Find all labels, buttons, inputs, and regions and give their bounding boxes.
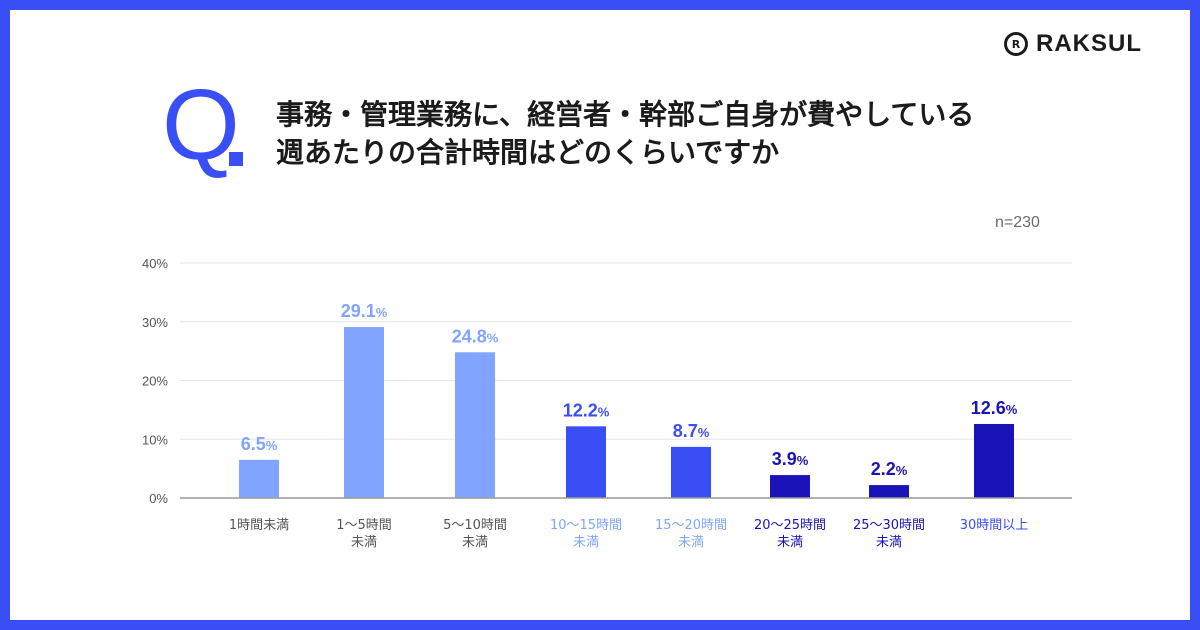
- y-tick-label: 30%: [142, 315, 168, 330]
- y-tick-label: 0%: [149, 491, 168, 506]
- y-tick-label: 20%: [142, 374, 168, 389]
- data-label: 29.1%: [341, 301, 388, 321]
- x-tick-label: 10〜15時間未満: [550, 518, 622, 550]
- x-tick-label: 1時間未満: [229, 518, 289, 533]
- data-label: 8.7%: [673, 421, 710, 441]
- question-line-1: 事務・管理業務に、経営者・幹部ご自身が費やしている: [276, 98, 975, 131]
- x-tick-label: 15〜20時間未満: [655, 518, 727, 550]
- x-tick-label: 30時間以上: [960, 518, 1029, 533]
- bar: [344, 327, 384, 498]
- y-tick-label: 40%: [142, 256, 168, 271]
- data-label: 12.2%: [563, 400, 610, 420]
- x-tick-label: 25〜30時間未満: [853, 518, 925, 550]
- question-title: 事務・管理業務に、経営者・幹部ご自身が費やしている 週あたりの合計時間はどのくら…: [276, 96, 974, 172]
- x-tick-label: 20〜25時間未満: [754, 518, 826, 550]
- bar: [974, 423, 1014, 498]
- bar: [566, 426, 606, 498]
- bar: [770, 475, 810, 498]
- brand-logo: R RAKSUL: [1004, 30, 1142, 58]
- data-label: 3.9%: [772, 449, 809, 469]
- data-label: 2.2%: [871, 459, 908, 479]
- bar: [455, 352, 495, 498]
- card: [10, 10, 1190, 620]
- x-tick-label: 5〜10時間未満: [443, 518, 507, 550]
- raksul-logo-icon: R: [1004, 32, 1028, 56]
- question-line-2: 週あたりの合計時間はどのくらいですか: [276, 136, 780, 169]
- data-label: 12.6%: [971, 398, 1018, 418]
- sample-size: n=230: [995, 214, 1040, 231]
- bar: [671, 446, 711, 498]
- brand-name: RAKSUL: [1036, 30, 1142, 57]
- question-mark-letter: Q: [162, 69, 240, 181]
- data-label: 24.8%: [452, 326, 499, 346]
- x-tick-label: 1〜5時間未満: [336, 518, 392, 550]
- data-label: 6.5%: [241, 434, 278, 454]
- bar: [869, 485, 909, 498]
- question-dot: [229, 152, 243, 166]
- bar: [239, 459, 279, 498]
- y-tick-label: 10%: [142, 432, 168, 447]
